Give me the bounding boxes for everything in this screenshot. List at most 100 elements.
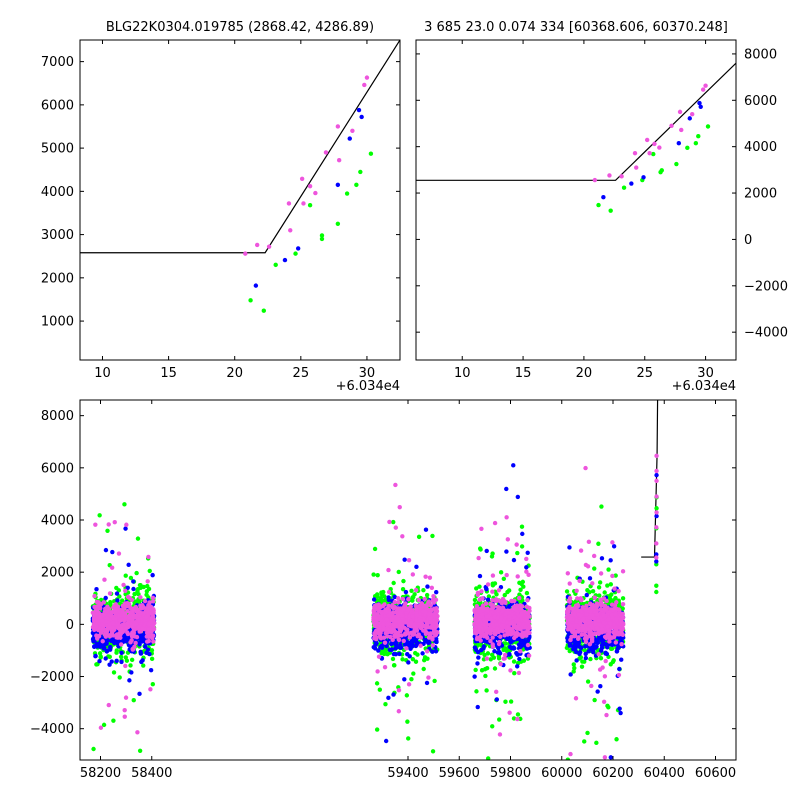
- data-point: [127, 615, 132, 620]
- data-point: [427, 640, 432, 645]
- data-point: [472, 674, 477, 679]
- data-point: [146, 627, 151, 632]
- data-point: [511, 463, 516, 468]
- x-tick-label: 10: [94, 366, 111, 381]
- data-point: [477, 584, 482, 589]
- data-point: [610, 598, 616, 603]
- y-tick-label: 0: [744, 233, 752, 248]
- data-point: [679, 127, 684, 133]
- data-point: [117, 618, 123, 623]
- data-point: [243, 251, 248, 256]
- data-point: [374, 727, 380, 732]
- data-point: [477, 573, 483, 579]
- data-point: [411, 671, 416, 676]
- data-point: [137, 629, 142, 634]
- data-point: [597, 580, 603, 585]
- y-tick-label: 3000: [41, 228, 74, 243]
- data-point: [150, 627, 156, 632]
- data-point: [479, 647, 484, 653]
- data-point: [514, 650, 519, 656]
- data-point: [145, 583, 150, 589]
- data-point: [571, 669, 576, 674]
- data-point: [606, 567, 611, 572]
- x-tick-label: 25: [636, 366, 653, 381]
- y-tick-label: 6000: [744, 94, 777, 109]
- data-point: [512, 671, 517, 676]
- data-point: [118, 642, 124, 647]
- data-point: [107, 634, 113, 639]
- data-point: [578, 645, 584, 650]
- data-point: [150, 595, 156, 600]
- data-point: [703, 83, 708, 88]
- data-point: [507, 652, 512, 657]
- data-point: [504, 486, 509, 492]
- data-point: [151, 623, 156, 629]
- data-point: [596, 541, 601, 546]
- data-point: [592, 566, 597, 571]
- data-point: [489, 652, 495, 657]
- data-point: [115, 598, 120, 603]
- data-point: [273, 262, 278, 268]
- data-point: [582, 648, 588, 653]
- data-point: [382, 594, 387, 599]
- data-point: [496, 717, 502, 722]
- data-point: [141, 584, 146, 590]
- data-point: [105, 528, 110, 533]
- data-point: [144, 606, 149, 611]
- data-point: [336, 158, 342, 163]
- data-point: [138, 611, 143, 616]
- data-point: [132, 591, 137, 597]
- data-point: [374, 592, 380, 597]
- data-point: [415, 652, 420, 657]
- data-point: [95, 636, 100, 641]
- data-point: [497, 649, 502, 655]
- data-point: [139, 659, 144, 665]
- data-point: [101, 613, 107, 618]
- data-point: [598, 656, 604, 661]
- data-point: [511, 557, 517, 563]
- data-point: [307, 183, 313, 189]
- model-line: [416, 62, 736, 181]
- data-point: [496, 656, 502, 661]
- data-point: [386, 567, 391, 573]
- data-point: [502, 592, 507, 598]
- data-point: [378, 598, 384, 603]
- data-point: [119, 626, 125, 631]
- data-point: [135, 536, 141, 541]
- data-point: [401, 578, 406, 584]
- data-point: [145, 647, 151, 652]
- data-point: [129, 670, 134, 675]
- data-point: [390, 656, 396, 662]
- data-point: [295, 246, 301, 251]
- data-point: [408, 646, 413, 651]
- data-point: [109, 659, 114, 664]
- data-point: [307, 202, 313, 208]
- data-point: [430, 749, 436, 754]
- data-point: [129, 657, 135, 663]
- data-point: [400, 534, 405, 539]
- data-point: [107, 644, 113, 650]
- data-point: [669, 123, 674, 128]
- data-point: [611, 544, 617, 549]
- data-point: [685, 145, 690, 151]
- data-point: [423, 527, 429, 532]
- data-point: [433, 649, 439, 654]
- data-point: [605, 583, 610, 588]
- data-point: [608, 582, 614, 587]
- data-point: [95, 604, 100, 609]
- data-point: [584, 592, 589, 598]
- data-point: [131, 586, 136, 592]
- data-point: [483, 673, 488, 679]
- data-point: [125, 631, 131, 637]
- data-point: [592, 697, 597, 703]
- data-point: [607, 173, 612, 178]
- top-right-panel: 3 685 23.0 0.074 334 [60368.606, 60370.2…: [415, 20, 788, 394]
- data-point: [601, 195, 606, 200]
- data-point: [705, 124, 711, 129]
- data-point: [104, 649, 110, 654]
- data-point: [599, 635, 604, 640]
- data-point: [578, 655, 584, 660]
- data-point: [644, 137, 650, 143]
- data-point: [94, 587, 99, 592]
- data-point: [599, 504, 604, 509]
